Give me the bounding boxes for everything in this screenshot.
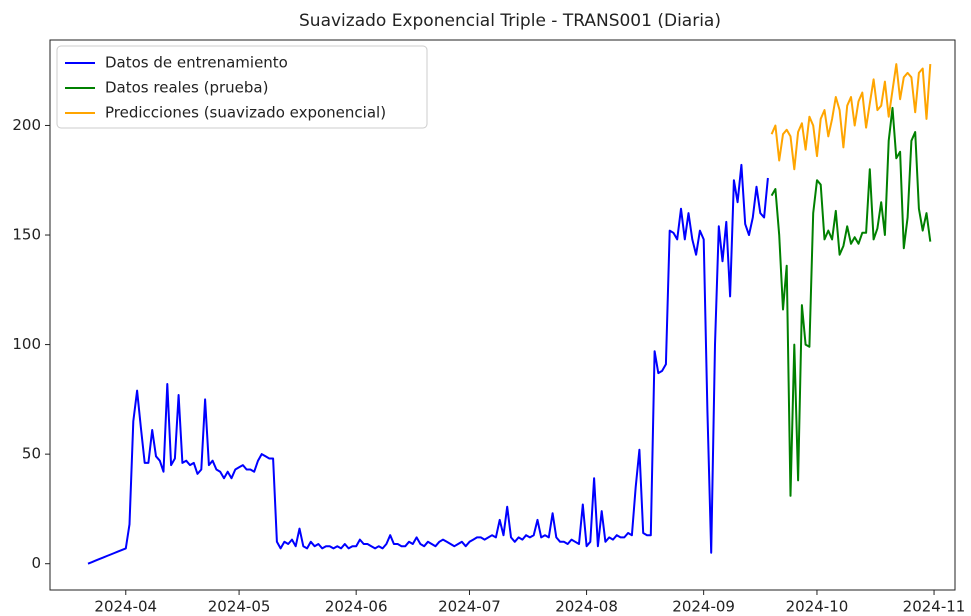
plot-frame bbox=[49, 39, 956, 591]
x-tick-label: 2024-10 bbox=[786, 598, 849, 616]
x-tick-label: 2024-09 bbox=[672, 598, 735, 616]
series-line bbox=[770, 63, 932, 171]
x-tick-label: 2024-06 bbox=[325, 598, 388, 616]
series-line bbox=[770, 106, 932, 497]
x-tick-label: 2024-07 bbox=[438, 598, 501, 616]
legend-label: Datos de entrenamiento bbox=[105, 54, 288, 72]
y-tick-label: 200 bbox=[12, 116, 41, 134]
x-tick-label: 2024-08 bbox=[555, 598, 618, 616]
y-tick-label: 0 bbox=[31, 554, 41, 572]
x-tick-label: 2024-11 bbox=[903, 598, 966, 616]
legend-label: Datos reales (prueba) bbox=[105, 79, 268, 97]
x-tick-label: 2024-04 bbox=[94, 598, 157, 616]
legend-label: Predicciones (suavizado exponencial) bbox=[105, 104, 386, 122]
chart-title: Suavizado Exponencial Triple - TRANS001 … bbox=[299, 11, 721, 31]
y-tick-label: 150 bbox=[12, 226, 41, 244]
legend-box bbox=[56, 45, 428, 129]
x-tick-label: 2024-05 bbox=[208, 598, 271, 616]
series-line bbox=[87, 163, 769, 565]
y-tick-label: 100 bbox=[12, 335, 41, 353]
y-tick-label: 50 bbox=[22, 445, 41, 463]
